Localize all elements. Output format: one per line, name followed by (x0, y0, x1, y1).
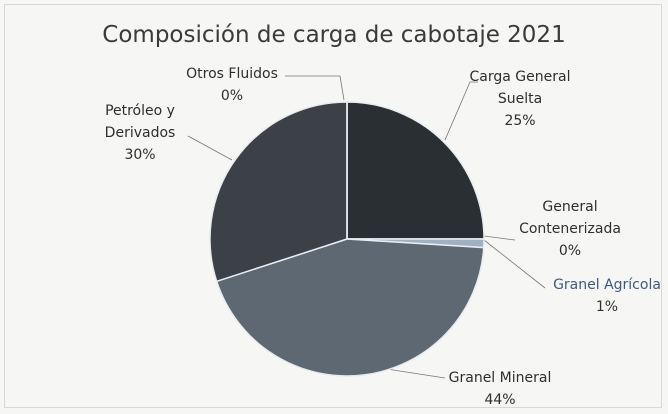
value-label: 0% (220, 88, 244, 104)
category-label: Granel Mineral (448, 370, 552, 386)
slice-label: Petróleo y Derivados 30% (90, 100, 190, 166)
slice-label: Granel Mineral 44% (435, 367, 565, 411)
leader-line (483, 239, 546, 289)
value-label: 44% (484, 392, 516, 408)
slice-label: Granel Agrícola 1% (542, 274, 668, 318)
category-label: Granel Agrícola (553, 277, 661, 293)
leader-line (285, 75, 345, 101)
value-label: 1% (595, 299, 619, 315)
pie-slice (346, 101, 485, 240)
slice-label: Otros Fluidos 0% (167, 63, 297, 107)
leader-line (379, 367, 446, 379)
chart-title: Composición de carga de cabotaje 2021 (102, 22, 566, 48)
leader-line (187, 135, 233, 161)
value-label: 0% (558, 243, 582, 259)
slice-label: General Contenerizada 0% (505, 196, 635, 262)
value-label: 30% (124, 147, 156, 163)
category-label: General Contenerizada (519, 199, 621, 237)
leader-lines (187, 75, 546, 379)
pie-slice (215, 238, 485, 377)
category-label: Petróleo y Derivados (104, 103, 176, 141)
value-label: 25% (504, 113, 536, 129)
leader-line (444, 81, 478, 141)
slice-label: Carga General Suelta 25% (455, 66, 585, 132)
category-label: Otros Fluidos (186, 66, 278, 82)
pie-slice (209, 101, 348, 283)
category-label: Carga General Suelta (469, 69, 571, 107)
leader-line (483, 235, 516, 241)
frame (4, 4, 662, 408)
